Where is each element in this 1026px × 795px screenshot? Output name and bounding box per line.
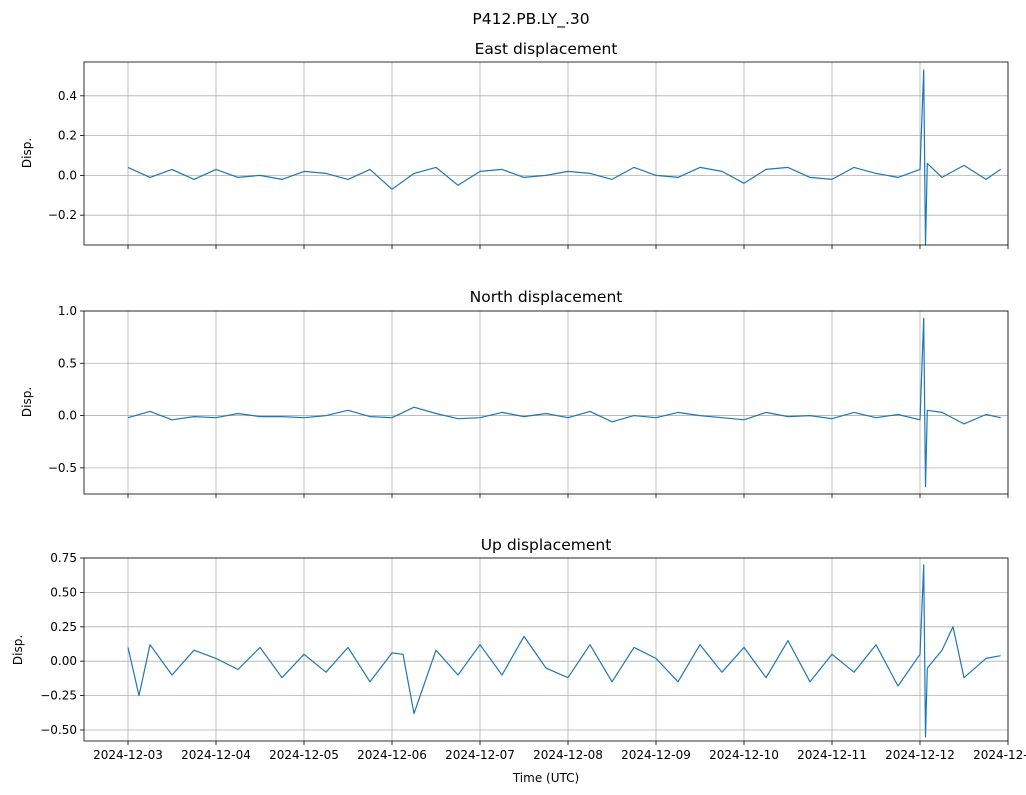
east-panel-title: East displacement <box>475 40 618 58</box>
east-x-ticks <box>127 245 1009 249</box>
north-plot-frame <box>83 310 1009 495</box>
up-x-ticks: 2024-12-03 2024-12-04 2024-12-05 2024-12-06… <box>93 741 1026 762</box>
x-tick-label: 2024-12-12 <box>885 748 955 762</box>
north-panel-title: North displacement <box>470 288 623 306</box>
displacement-line <box>127 69 1002 246</box>
north-series <box>127 317 1001 488</box>
east-series <box>127 69 1002 246</box>
north-y-ticks: 1.0 0.5 0.0 −0.5 <box>48 304 84 475</box>
x-tick-label: 2024-12-04 <box>181 748 251 762</box>
x-tick-label: 2024-12-10 <box>709 748 779 762</box>
y-tick-label: 0.00 <box>50 654 77 668</box>
up-displacement-panel: Up displacement Disp. 0.75 0.50 0.25 0.00 −0… <box>11 536 1026 762</box>
x-tick-label: 2024-12-08 <box>533 748 603 762</box>
y-tick-label: 0.0 <box>58 409 77 423</box>
y-tick-label: 0.4 <box>58 89 77 103</box>
up-series <box>127 564 1001 738</box>
y-tick-label: 0.5 <box>58 356 77 370</box>
y-tick-label: 0.2 <box>58 129 77 143</box>
y-tick-label: 0.0 <box>58 168 77 182</box>
east-y-axis-label: Disp. <box>20 138 34 168</box>
north-y-axis-label: Disp. <box>20 387 34 417</box>
y-tick-label: −0.2 <box>48 208 77 222</box>
east-grid <box>84 62 1009 245</box>
x-tick-label: 2024-12-05 <box>269 748 339 762</box>
up-plot-frame <box>83 557 1009 742</box>
y-tick-label: 0.25 <box>50 620 77 634</box>
x-tick-label: 2024-12-13 <box>973 748 1026 762</box>
east-y-ticks: 0.4 0.2 0.0 −0.2 <box>48 89 84 222</box>
x-tick-label: 2024-12-03 <box>93 748 163 762</box>
east-displacement-panel: East displacement Disp. 0.4 0.2 0.0 −0.2 <box>20 40 1009 249</box>
y-tick-label: −0.5 <box>48 461 77 475</box>
displacement-line <box>127 317 1001 488</box>
figure-suptitle: P412.PB.LY_.30 <box>472 10 589 29</box>
north-displacement-panel: North displacement Disp. 1.0 0.5 0.0 −0.5 <box>20 288 1009 498</box>
east-plot-frame <box>83 61 1009 246</box>
up-grid <box>84 557 1009 741</box>
north-grid <box>84 310 1009 494</box>
up-panel-title: Up displacement <box>481 536 612 554</box>
x-tick-label: 2024-12-09 <box>621 748 691 762</box>
y-tick-label: 0.50 <box>50 585 77 599</box>
displacement-line <box>127 564 1001 738</box>
y-tick-label: −0.50 <box>40 723 77 737</box>
x-tick-label: 2024-12-11 <box>797 748 867 762</box>
y-tick-label: 1.0 <box>58 304 77 318</box>
y-tick-label: −0.25 <box>40 689 77 703</box>
x-tick-label: 2024-12-06 <box>357 748 427 762</box>
up-y-axis-label: Disp. <box>11 635 25 665</box>
north-x-ticks <box>127 494 1009 498</box>
x-axis-label: Time (UTC) <box>512 771 579 785</box>
x-tick-label: 2024-12-07 <box>445 748 515 762</box>
up-y-ticks: 0.75 0.50 0.25 0.00 −0.25 −0.50 <box>40 551 84 737</box>
y-tick-label: 0.75 <box>50 551 77 565</box>
